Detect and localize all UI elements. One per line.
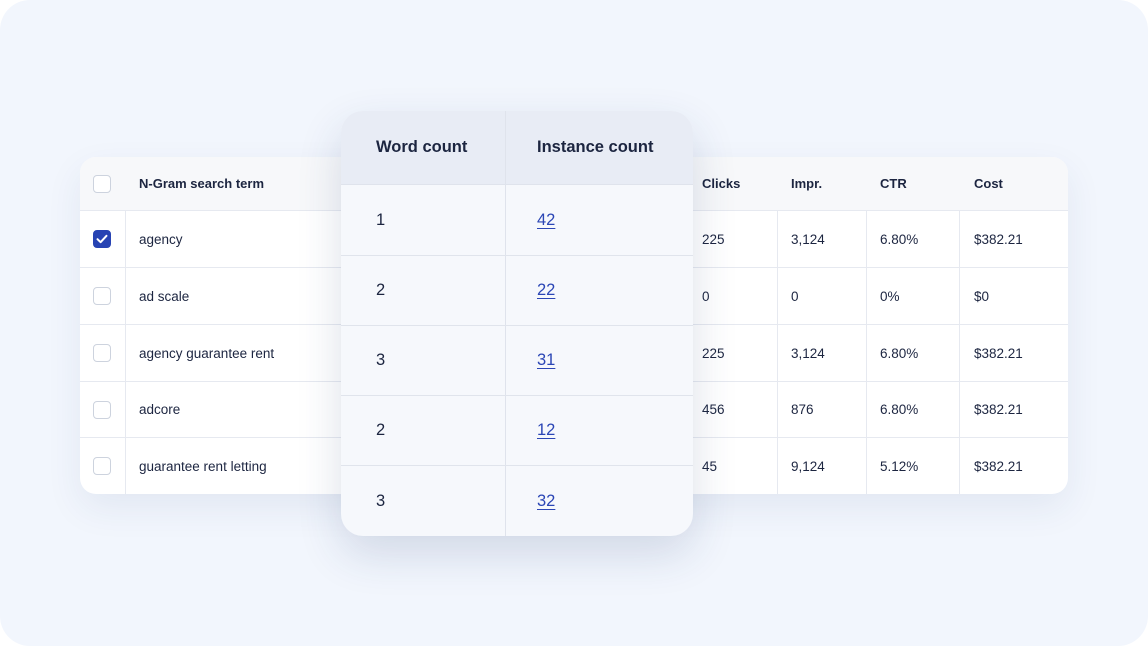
cell-clicks: 0 bbox=[702, 288, 710, 304]
checkmark-icon bbox=[96, 234, 108, 244]
cell-ctr: 6.80% bbox=[880, 231, 919, 247]
word-count-card: Word count Instance count 1 42 2 22 3 31… bbox=[341, 111, 693, 536]
row-checkbox[interactable] bbox=[93, 400, 111, 419]
card-header-row: Word count Instance count bbox=[341, 111, 693, 185]
cell-term: adcore bbox=[139, 402, 181, 417]
cell-ctr: 6.80% bbox=[880, 345, 919, 361]
cell-ctr: 6.80% bbox=[880, 402, 919, 417]
header-clicks[interactable]: Clicks bbox=[702, 176, 741, 191]
column-divider bbox=[505, 111, 506, 536]
cell-cost: $382.21 bbox=[974, 231, 1023, 247]
column-divider bbox=[125, 157, 126, 494]
cell-cost: $382.21 bbox=[974, 458, 1023, 474]
cell-impr: 876 bbox=[791, 402, 814, 417]
select-all-checkbox[interactable] bbox=[93, 174, 111, 193]
row-checkbox-cell bbox=[93, 382, 111, 437]
row-checkbox-cell bbox=[93, 268, 111, 324]
row-checkbox[interactable] bbox=[93, 287, 111, 305]
column-divider bbox=[959, 157, 960, 494]
table-row[interactable]: guarantee rent letting 45 9,124 5.12% $3… bbox=[80, 438, 1068, 494]
cell-clicks: 456 bbox=[702, 402, 725, 417]
column-divider bbox=[777, 157, 778, 494]
card-row: 3 31 bbox=[341, 326, 693, 396]
cell-term: guarantee rent letting bbox=[139, 458, 267, 474]
cell-impr: 3,124 bbox=[791, 345, 825, 361]
row-checkbox[interactable] bbox=[93, 457, 111, 475]
cell-clicks: 45 bbox=[702, 458, 718, 474]
cell-clicks: 225 bbox=[702, 231, 725, 247]
instance-count-link[interactable]: 12 bbox=[537, 421, 556, 439]
cell-ctr: 0% bbox=[880, 288, 900, 304]
row-checkbox-cell bbox=[93, 211, 111, 267]
table-row[interactable]: agency 225 3,124 6.80% $382.21 bbox=[80, 211, 1068, 268]
cell-impr: 0 bbox=[791, 288, 799, 304]
cell-term: ad scale bbox=[139, 288, 190, 304]
cell-cost: $0 bbox=[974, 288, 990, 304]
header-term[interactable]: N-Gram search term bbox=[139, 176, 264, 191]
instance-count-link[interactable]: 32 bbox=[537, 491, 556, 510]
header-ctr[interactable]: CTR bbox=[880, 176, 907, 191]
instance-count-link[interactable]: 31 bbox=[537, 351, 556, 369]
cell-term: agency bbox=[139, 231, 183, 247]
row-checkbox[interactable] bbox=[93, 230, 111, 248]
cell-cost: $382.21 bbox=[974, 345, 1023, 361]
card-row: 2 12 bbox=[341, 396, 693, 466]
select-all-cell bbox=[93, 157, 111, 210]
cell-cost: $382.21 bbox=[974, 402, 1023, 417]
row-checkbox-cell bbox=[93, 438, 111, 494]
cell-word-count: 3 bbox=[376, 491, 386, 510]
cell-impr: 3,124 bbox=[791, 231, 825, 247]
row-checkbox-cell bbox=[93, 325, 111, 381]
header-impr[interactable]: Impr. bbox=[791, 176, 823, 191]
header-word-count[interactable]: Word count bbox=[376, 138, 468, 156]
card-row: 1 42 bbox=[341, 186, 693, 256]
row-checkbox[interactable] bbox=[93, 344, 111, 362]
cell-term: agency guarantee rent bbox=[139, 345, 275, 361]
cell-impr: 9,124 bbox=[791, 458, 825, 474]
cell-word-count: 2 bbox=[376, 281, 386, 299]
cell-word-count: 3 bbox=[376, 351, 386, 369]
cell-clicks: 225 bbox=[702, 345, 725, 361]
cell-word-count: 1 bbox=[376, 211, 386, 229]
card-row: 3 32 bbox=[341, 466, 693, 536]
column-divider bbox=[866, 157, 867, 494]
cell-ctr: 5.12% bbox=[880, 458, 919, 474]
header-instance-count[interactable]: Instance count bbox=[537, 138, 654, 156]
cell-word-count: 2 bbox=[376, 421, 386, 439]
header-cost[interactable]: Cost bbox=[974, 176, 1003, 191]
instance-count-link[interactable]: 42 bbox=[537, 211, 556, 229]
card-row: 2 22 bbox=[341, 256, 693, 326]
instance-count-link[interactable]: 22 bbox=[537, 281, 556, 299]
